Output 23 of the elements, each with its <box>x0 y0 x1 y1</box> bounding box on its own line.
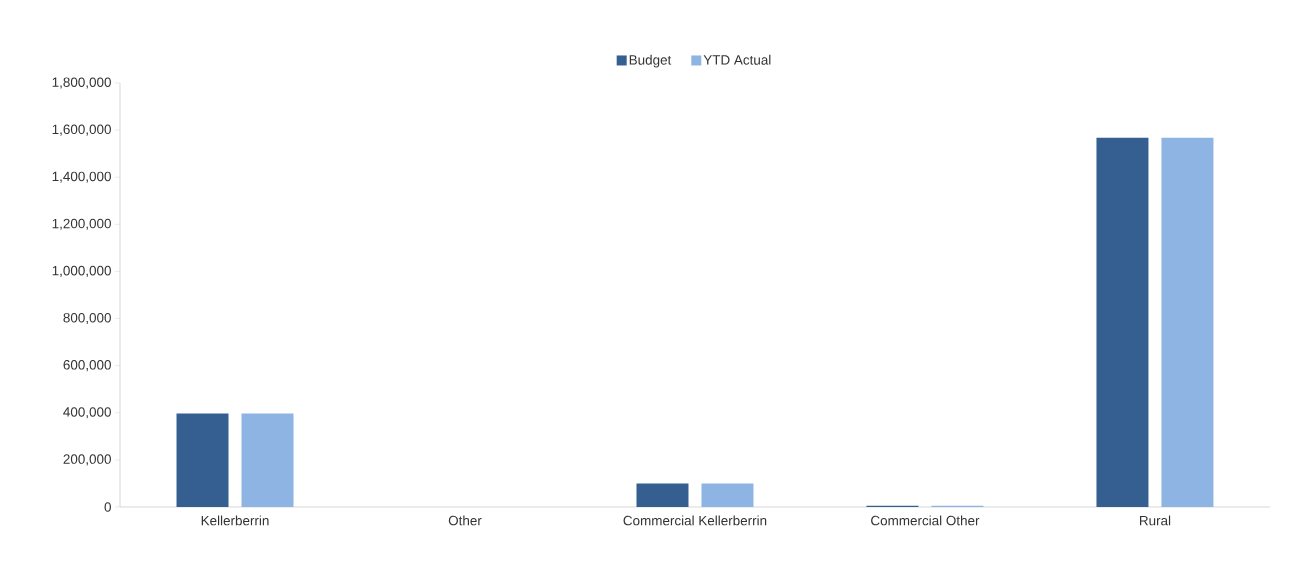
y-tick-label: 200,000 <box>63 454 111 466</box>
y-tick-label: 600,000 <box>63 360 111 372</box>
bar <box>176 413 229 507</box>
y-tick-label: 800,000 <box>63 312 111 325</box>
y-tick-label: 1,000,000 <box>52 265 111 277</box>
y-tick-label: 400,000 <box>63 407 111 419</box>
legend-label: Budget <box>629 54 672 68</box>
bar <box>241 413 294 507</box>
x-tick-label: Kellerberrin <box>201 515 269 526</box>
y-tick-label: 1,200,000 <box>52 218 111 230</box>
bar <box>701 483 754 507</box>
bar <box>1096 137 1149 507</box>
y-tick-label: 1,400,000 <box>52 171 111 183</box>
x-tick-label: Commercial Kellerberrin <box>623 515 767 526</box>
y-tick-label: 0 <box>104 502 111 512</box>
x-tick-label: Rural <box>1140 515 1171 526</box>
x-tick-label: Other <box>448 515 482 526</box>
bar <box>1161 137 1214 507</box>
bar <box>636 483 689 507</box>
y-tick-label: 1,600,000 <box>52 124 111 136</box>
y-tick-label: 1,800,000 <box>52 77 111 89</box>
legend-label: YTD Actual <box>703 54 771 65</box>
x-tick-label: Commercial Other <box>871 515 980 526</box>
